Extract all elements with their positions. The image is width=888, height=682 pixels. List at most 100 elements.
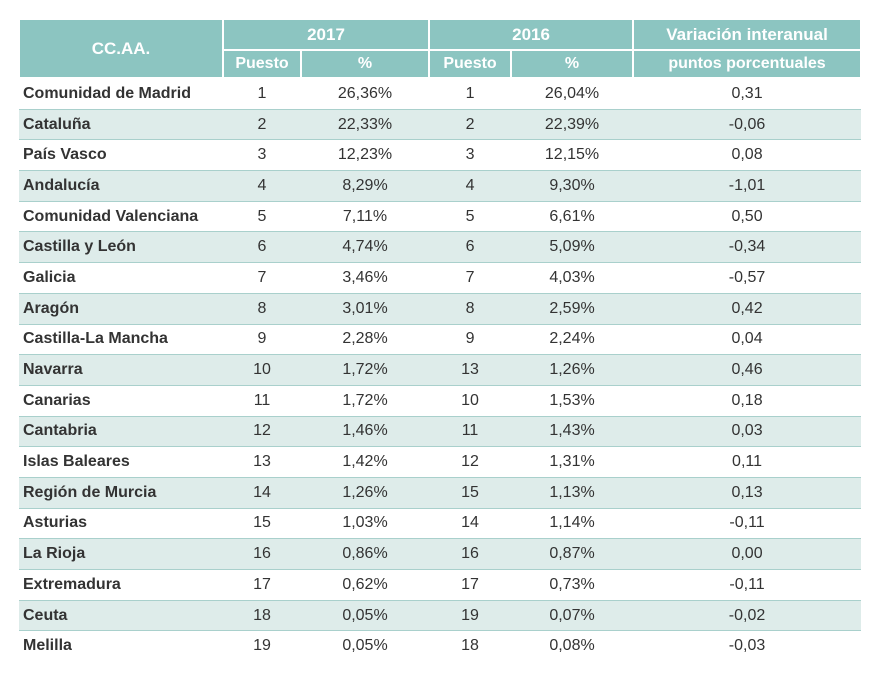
rank-2017-cell: 19	[253, 637, 271, 655]
rank-2017-cell: 5	[223, 201, 301, 233]
variation-cell: -0,11	[633, 569, 862, 601]
variation-cell: 0,08	[633, 139, 862, 172]
pct-2017-cell: 1,72%	[301, 385, 430, 417]
rank-2016-cell: 14	[429, 508, 512, 540]
pct-2017-cell: 0,05%	[342, 637, 388, 655]
pct-2016-cell: 0,87%	[511, 538, 634, 570]
rank-2016-cell: 19	[429, 600, 512, 632]
rank-2017-cell: 2	[223, 109, 301, 141]
table-row: Navarra 10 1,72% 13 1,26% 0,46	[19, 354, 862, 386]
header-variation: puntos porcentuales	[632, 49, 863, 79]
region-cell: Extremadura	[19, 569, 223, 601]
pct-2016-cell: 1,53%	[511, 385, 634, 417]
header-variation: Variación interanual	[632, 18, 863, 51]
header-rank: Puesto	[222, 49, 302, 79]
pct-2017-cell: 1,72%	[301, 354, 430, 386]
variation-cell: 0,50	[633, 201, 862, 233]
table-row: Galicia 7 3,46% 7 4,03% -0,57	[19, 262, 862, 294]
pct-2016-cell: 2,59%	[511, 293, 634, 325]
rank-2016-cell: 17	[429, 569, 512, 601]
table-row: Cataluña 2 22,33% 2 22,39% -0,06	[19, 109, 862, 141]
pct-2017-cell: 22,33%	[301, 109, 430, 141]
pct-2017-cell: 3,01%	[301, 293, 430, 325]
rank-2017-cell: 15	[223, 508, 301, 540]
region-cell: Comunidad de Madrid	[19, 78, 223, 110]
rank-2016-cell: 11	[429, 416, 512, 448]
pct-2016-cell: 1,31%	[511, 446, 634, 478]
region-cell: Melilla	[23, 637, 72, 655]
rank-2017-cell: 8	[223, 293, 301, 325]
rank-2017-cell: 18	[223, 600, 301, 632]
rank-2016-cell: 15	[429, 477, 512, 509]
rank-2016-cell: 4	[429, 170, 512, 202]
pct-2016-cell: 0,07%	[511, 600, 634, 632]
pct-2017-cell: 0,86%	[301, 538, 430, 570]
variation-cell: 0,31	[633, 78, 862, 110]
rank-2017-cell: 16	[223, 538, 301, 570]
variation-cell: 0,04	[633, 324, 862, 356]
region-cell: Castilla y León	[19, 231, 223, 264]
header-rank: Puesto	[428, 49, 513, 79]
variation-cell: -0,34	[633, 231, 862, 264]
rank-2017-cell: 1	[223, 78, 301, 110]
table-row: Extremadura 17 0,62% 17 0,73% -0,11	[19, 569, 862, 601]
rank-2016-cell: 2	[429, 109, 512, 141]
header-pct: %	[299, 49, 431, 79]
rank-2016-cell: 3	[429, 139, 512, 172]
rank-2016-cell: 10	[429, 385, 512, 417]
pct-2017-cell: 7,11%	[301, 201, 430, 233]
table-row: Castilla y León 6 4,74% 6 5,09% -0,34	[19, 231, 862, 264]
pct-2016-cell: 4,03%	[511, 262, 634, 294]
region-cell: Cataluña	[19, 109, 223, 141]
rank-2016-cell: 7	[429, 262, 512, 294]
rank-2017-cell: 9	[223, 324, 301, 356]
header-year: 2016	[428, 18, 635, 51]
table-row: Melilla 19 0,05% 18 0,08% -0,03	[19, 631, 861, 661]
header-pct: %	[510, 49, 635, 79]
pct-2016-cell: 12,15%	[511, 139, 634, 172]
table-row: Ceuta 18 0,05% 19 0,07% -0,02	[19, 600, 862, 632]
rank-2017-cell: 17	[223, 569, 301, 601]
variation-cell: -0,57	[633, 262, 862, 294]
table-body: Comunidad de Madrid 1 26,36% 1 26,04% 0,31 Cat…	[19, 78, 862, 661]
rank-2016-cell: 18	[461, 637, 479, 655]
rank-2017-cell: 7	[223, 262, 301, 294]
table-row: Aragón 8 3,01% 8 2,59% 0,42	[19, 293, 862, 325]
pct-2016-cell: 9,30%	[511, 170, 634, 202]
region-cell: La Rioja	[19, 538, 223, 570]
region-cell: Navarra	[19, 354, 223, 386]
variation-cell: 0,18	[633, 385, 862, 417]
header-region: CC.AA.	[18, 18, 224, 79]
rank-2017-cell: 11	[223, 385, 301, 417]
rank-2016-cell: 9	[429, 324, 512, 356]
pct-2016-cell: 5,09%	[511, 231, 634, 264]
rank-2017-cell: 6	[223, 231, 301, 264]
rank-2017-cell: 13	[223, 446, 301, 478]
region-cell: Galicia	[19, 262, 223, 294]
pct-2017-cell: 2,28%	[301, 324, 430, 356]
region-cell: Canarias	[19, 385, 223, 417]
pct-2016-cell: 26,04%	[511, 78, 634, 110]
rank-2016-cell: 8	[429, 293, 512, 325]
variation-cell: 0,11	[633, 446, 862, 478]
variation-cell: 0,03	[633, 416, 862, 448]
pct-2016-cell: 1,14%	[511, 508, 634, 540]
region-cell: Comunidad Valenciana	[19, 201, 223, 233]
table-row: Comunidad Valenciana 5 7,11% 5 6,61% 0,50	[19, 201, 862, 233]
rank-2016-cell: 6	[429, 231, 512, 264]
variation-cell: -0,03	[728, 637, 766, 655]
pct-2017-cell: 1,42%	[301, 446, 430, 478]
pct-2016-cell: 6,61%	[511, 201, 634, 233]
variation-cell: 0,42	[633, 293, 862, 325]
region-cell: Asturias	[19, 508, 223, 540]
pct-2016-cell: 1,43%	[511, 416, 634, 448]
rank-2016-cell: 13	[429, 354, 512, 386]
data-table: CC.AA. 2017 2016 Variación interanual Pu…	[18, 18, 863, 661]
pct-2017-cell: 4,74%	[301, 231, 430, 264]
rank-2016-cell: 1	[429, 78, 512, 110]
variation-cell: -0,06	[633, 109, 862, 141]
table-row: Castilla-La Mancha 9 2,28% 9 2,24% 0,04	[19, 324, 862, 356]
pct-2017-cell: 1,26%	[301, 477, 430, 509]
pct-2017-cell: 0,05%	[301, 600, 430, 632]
